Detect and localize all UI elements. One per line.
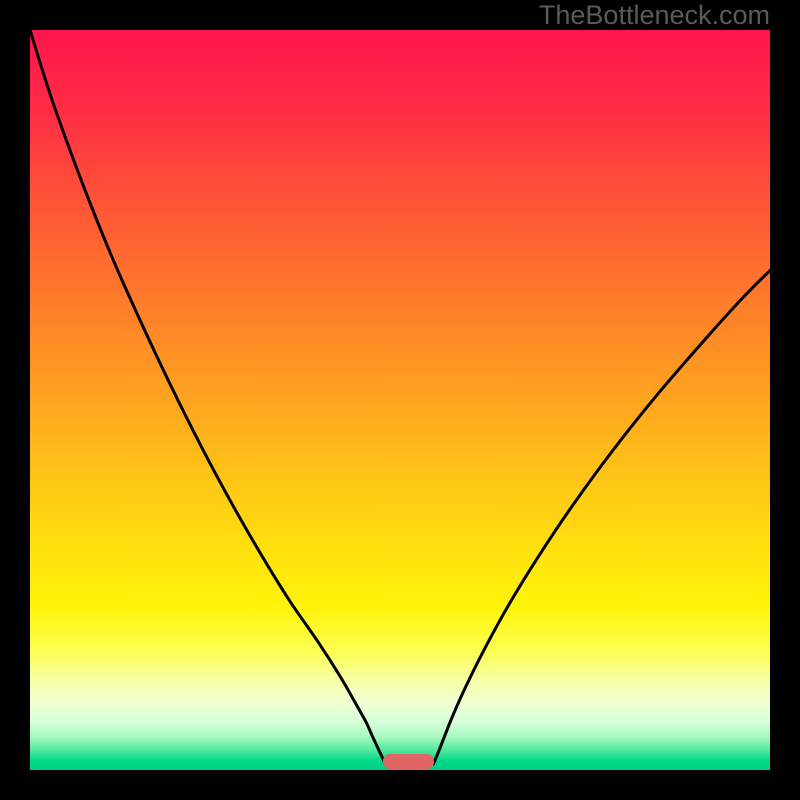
plot-area (30, 30, 770, 770)
chart-canvas: TheBottleneck.com (0, 0, 800, 800)
curve-layer (30, 30, 770, 770)
watermark-text: TheBottleneck.com (539, 0, 770, 31)
bottleneck-marker (383, 754, 434, 769)
curve-right-branch (433, 271, 770, 765)
curve-left-branch (30, 30, 385, 764)
